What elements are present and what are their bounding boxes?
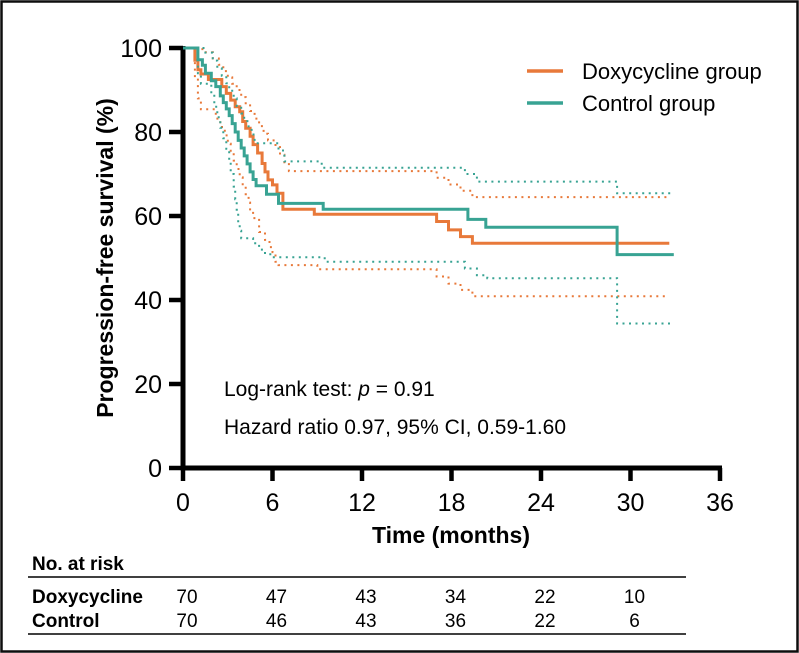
x-tick-label: 6 bbox=[266, 489, 280, 517]
risk-value: 43 bbox=[355, 587, 376, 608]
risk-value: 47 bbox=[266, 587, 287, 608]
legend-label-control: Control group bbox=[582, 91, 715, 116]
risk-row-label-control: Control bbox=[32, 611, 100, 632]
y-tick-label: 100 bbox=[120, 35, 162, 63]
y-tick-label: 40 bbox=[134, 287, 162, 315]
legend: Doxycycline group Control group bbox=[527, 59, 762, 116]
risk-value: 6 bbox=[629, 611, 640, 632]
risk-value: 46 bbox=[266, 611, 287, 632]
risk-value: 22 bbox=[534, 587, 555, 608]
risk-table: No. at risk Doxycycline Control 70 47 43 34… bbox=[28, 554, 686, 635]
y-tick-label: 60 bbox=[134, 203, 162, 231]
series-doxycycline-95-ci-lower bbox=[183, 47, 670, 298]
p-value: = 0.91 bbox=[370, 378, 435, 401]
x-axis-title: Time (months) bbox=[372, 522, 530, 548]
hazard-ratio-text: Hazard ratio 0.97, 95% CI, 0.59-1.60 bbox=[224, 416, 566, 439]
series-control-95-ci-upper bbox=[183, 47, 674, 195]
risk-value: 10 bbox=[624, 587, 645, 608]
x-tick-label: 36 bbox=[706, 489, 734, 517]
x-tick-label: 0 bbox=[176, 489, 190, 517]
risk-table-header: No. at risk bbox=[32, 554, 124, 575]
risk-value: 43 bbox=[355, 611, 376, 632]
risk-value: 70 bbox=[176, 587, 197, 608]
risk-value: 70 bbox=[176, 611, 197, 632]
series-control-group bbox=[183, 46, 674, 257]
survival-curves bbox=[183, 46, 674, 325]
y-tick-label: 20 bbox=[134, 371, 162, 399]
risk-row-label-doxycycline: Doxycycline bbox=[32, 587, 143, 608]
x-tick-label: 18 bbox=[438, 489, 466, 517]
x-tick-label: 24 bbox=[527, 489, 555, 517]
series-control-95-ci-lower bbox=[183, 47, 674, 325]
series-doxycycline-95-ci-upper bbox=[183, 47, 670, 199]
y-tick-label: 0 bbox=[148, 455, 162, 483]
x-tick-label: 30 bbox=[617, 489, 645, 517]
x-tick-label: 12 bbox=[348, 489, 376, 517]
logrank-text: Log-rank test: p = 0.91 bbox=[224, 378, 435, 401]
risk-value: 34 bbox=[445, 587, 467, 608]
y-axis-title: Progression-free survival (%) bbox=[92, 98, 118, 418]
axis-ticks: 0 6 12 18 24 30 36 0 20 40 60 80 100 bbox=[120, 35, 734, 517]
risk-table-values: 70 47 43 34 22 10 70 46 43 36 22 6 bbox=[176, 587, 645, 632]
legend-label-doxycycline: Doxycycline group bbox=[582, 59, 762, 84]
y-tick-label: 80 bbox=[134, 119, 162, 147]
risk-value: 22 bbox=[534, 611, 555, 632]
risk-value: 36 bbox=[445, 611, 466, 632]
p-symbol: p bbox=[357, 378, 370, 401]
logrank-prefix: Log-rank test: bbox=[224, 378, 358, 401]
stats-annotation: Log-rank test: p = 0.91 Hazard ratio 0.9… bbox=[224, 378, 566, 439]
